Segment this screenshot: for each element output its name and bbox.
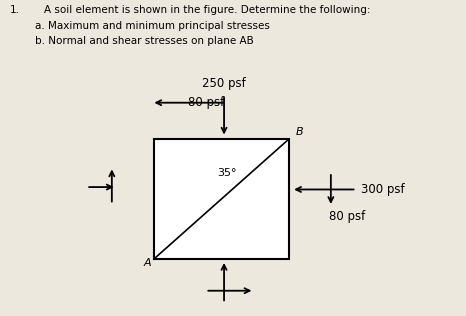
- Text: 80 psf: 80 psf: [188, 96, 224, 109]
- Text: A soil element is shown in the figure. Determine the following:: A soil element is shown in the figure. D…: [44, 5, 371, 15]
- Text: B: B: [296, 127, 303, 137]
- Text: a. Maximum and minimum principal stresses: a. Maximum and minimum principal stresse…: [35, 21, 270, 31]
- Text: b. Normal and shear stresses on plane AB: b. Normal and shear stresses on plane AB: [35, 36, 254, 46]
- Text: 1.: 1.: [9, 5, 19, 15]
- Text: 250 psf: 250 psf: [202, 77, 246, 90]
- Bar: [154, 139, 289, 259]
- Text: 300 psf: 300 psf: [361, 183, 405, 196]
- Text: A: A: [144, 258, 151, 268]
- Text: 35°: 35°: [217, 168, 237, 178]
- Text: 80 psf: 80 psf: [329, 210, 365, 223]
